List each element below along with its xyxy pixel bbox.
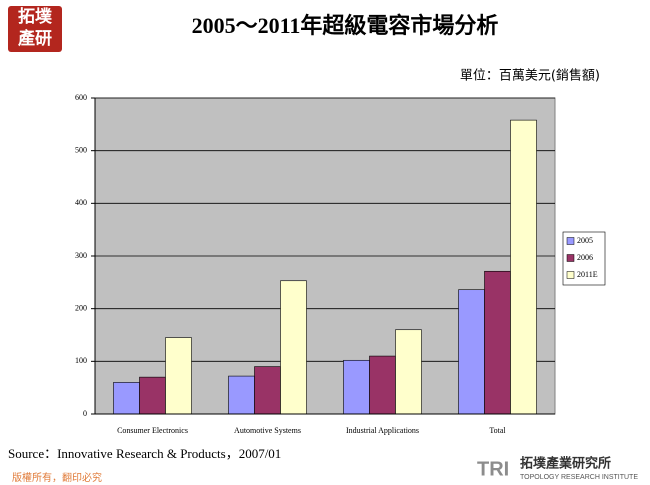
bar xyxy=(139,376,166,415)
bar xyxy=(165,337,192,415)
bar xyxy=(113,382,140,415)
bar xyxy=(254,366,281,415)
legend-swatch xyxy=(566,237,575,245)
x-tick-label: Automotive Systems xyxy=(234,426,301,435)
y-tick-label: 300 xyxy=(75,251,87,260)
bar xyxy=(228,375,255,415)
x-tick-label: Total xyxy=(489,426,506,435)
y-tick-label: 500 xyxy=(75,145,87,154)
legend-label: 2006 xyxy=(577,253,593,262)
y-tick-label: 0 xyxy=(83,409,87,418)
x-tick-label: Consumer Electronics xyxy=(117,426,188,435)
logo-box xyxy=(8,6,62,52)
bar xyxy=(369,355,396,415)
bar xyxy=(343,359,370,415)
logo-text: 產研 xyxy=(18,28,52,48)
y-tick-label: 600 xyxy=(75,93,87,102)
y-tick-label: 200 xyxy=(75,303,87,312)
x-tick-label: Industrial Applications xyxy=(346,426,419,435)
y-tick-label: 400 xyxy=(75,198,87,207)
legend-label: 2005 xyxy=(577,236,593,245)
logo-text: 拓墣 xyxy=(18,7,52,26)
legend-label: 2011E xyxy=(577,270,598,279)
bar xyxy=(510,119,537,415)
legend-swatch xyxy=(566,254,575,262)
institute: 拓墣產業研究所 xyxy=(520,456,611,472)
y-tick-label: 100 xyxy=(75,356,87,365)
bar xyxy=(280,280,307,415)
chart: 0 100 200 300 400 500 600 Consumer Electronics A… xyxy=(75,93,606,435)
bar xyxy=(458,289,485,415)
institute-en: TOPOLOGY RESEARCH INSTITUTE xyxy=(520,474,638,481)
unit-label: 單位：百萬美元(銷售額) xyxy=(460,68,600,84)
chart-title: 2005～2011年超級電容市場分析 xyxy=(192,13,499,38)
source: Source：Innovative Research & Products，20… xyxy=(8,446,281,461)
bar xyxy=(484,270,511,415)
copyright: 版權所有，翻印必究 xyxy=(12,471,102,484)
bar xyxy=(395,329,422,415)
legend-swatch xyxy=(566,271,575,279)
tri-logo: TRI xyxy=(477,458,509,480)
